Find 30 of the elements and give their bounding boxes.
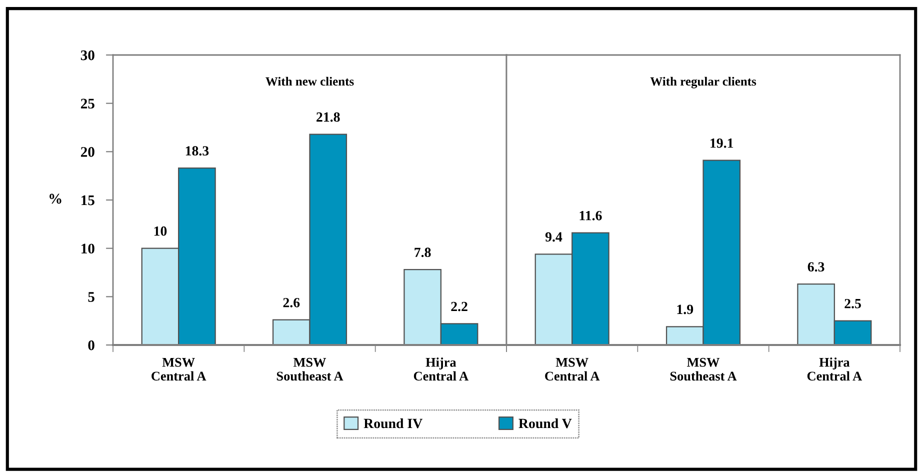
y-tick-label: 15 <box>82 195 94 206</box>
x-tick-label: MSW Central A <box>152 358 206 381</box>
y-tick-label: 20 <box>80 147 94 157</box>
legend-label: Round V <box>518 418 572 428</box>
data-label: 2.5 <box>844 298 861 308</box>
data-label: 18.3 <box>186 146 209 156</box>
legend-label: Round IV <box>364 418 422 428</box>
data-label: 11.6 <box>580 210 602 220</box>
x-tick-label: MSW Central A <box>545 358 600 381</box>
data-label: 2.6 <box>283 298 300 308</box>
data-label: 21.8 <box>316 112 340 122</box>
data-label: 1.9 <box>677 304 694 314</box>
data-label: 2.2 <box>451 302 468 312</box>
data-label: 6.3 <box>808 262 824 272</box>
x-tick-label: Hijra Central A <box>414 358 468 381</box>
x-tick-label: MSW Southeast A <box>276 358 344 381</box>
text: With new clients <box>266 76 354 86</box>
data-label: 9.4 <box>545 232 562 242</box>
data-label: 10 <box>154 226 167 236</box>
text: With regular clients <box>650 76 756 88</box>
y-tick-label: 0 <box>88 340 94 350</box>
data-label: 7.8 <box>414 248 431 258</box>
y-tick-label: 25 <box>80 98 94 109</box>
data-label: 19.1 <box>710 138 734 148</box>
y-tick-label: 10 <box>82 244 94 254</box>
x-tick-label: MSW Southeast A <box>670 358 737 381</box>
y-axis-title: % <box>50 194 62 204</box>
y-tick-label: 30 <box>80 50 94 60</box>
x-tick-label: Hijra Central A <box>807 358 862 381</box>
y-tick-label: 5 <box>88 292 94 302</box>
